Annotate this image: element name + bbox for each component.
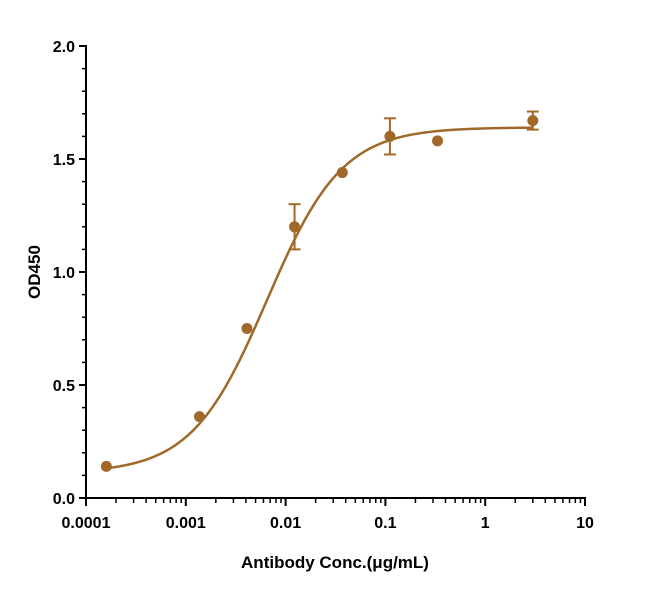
x-tick-label: 0.01 bbox=[270, 515, 301, 532]
data-point bbox=[336, 167, 348, 179]
x-tick-label: 0.1 bbox=[374, 515, 396, 532]
y-tick-label: 1.0 bbox=[53, 265, 75, 282]
data-point bbox=[241, 323, 253, 334]
y-axis-title: OD450 bbox=[25, 245, 44, 299]
data-point bbox=[432, 135, 444, 147]
axes: 0.0 0.5 1.0 1.5 2.0 0.0001 0.001 0.01 0.1 1 10 bbox=[53, 39, 594, 532]
fit-curve bbox=[106, 126, 533, 470]
y-tick-label: 2.0 bbox=[53, 39, 75, 56]
x-axis-title: Antibody Conc.(μg/mL) bbox=[241, 553, 429, 572]
x-tick-label: 0.001 bbox=[166, 515, 206, 532]
data-point bbox=[384, 130, 396, 142]
data-points-group bbox=[100, 110, 539, 472]
y-tick-label: 1.5 bbox=[53, 152, 75, 169]
x-tick-label: 1 bbox=[481, 515, 490, 532]
y-tick-label: 0.0 bbox=[53, 491, 75, 508]
fit-curve-group bbox=[106, 126, 533, 470]
data-point bbox=[193, 411, 205, 423]
x-tick-label: 10 bbox=[576, 515, 594, 532]
data-point bbox=[289, 221, 301, 233]
x-tick-label: 0.0001 bbox=[62, 515, 111, 532]
y-tick-label: 0.5 bbox=[53, 378, 75, 395]
data-point bbox=[527, 115, 539, 127]
data-point bbox=[100, 460, 112, 472]
